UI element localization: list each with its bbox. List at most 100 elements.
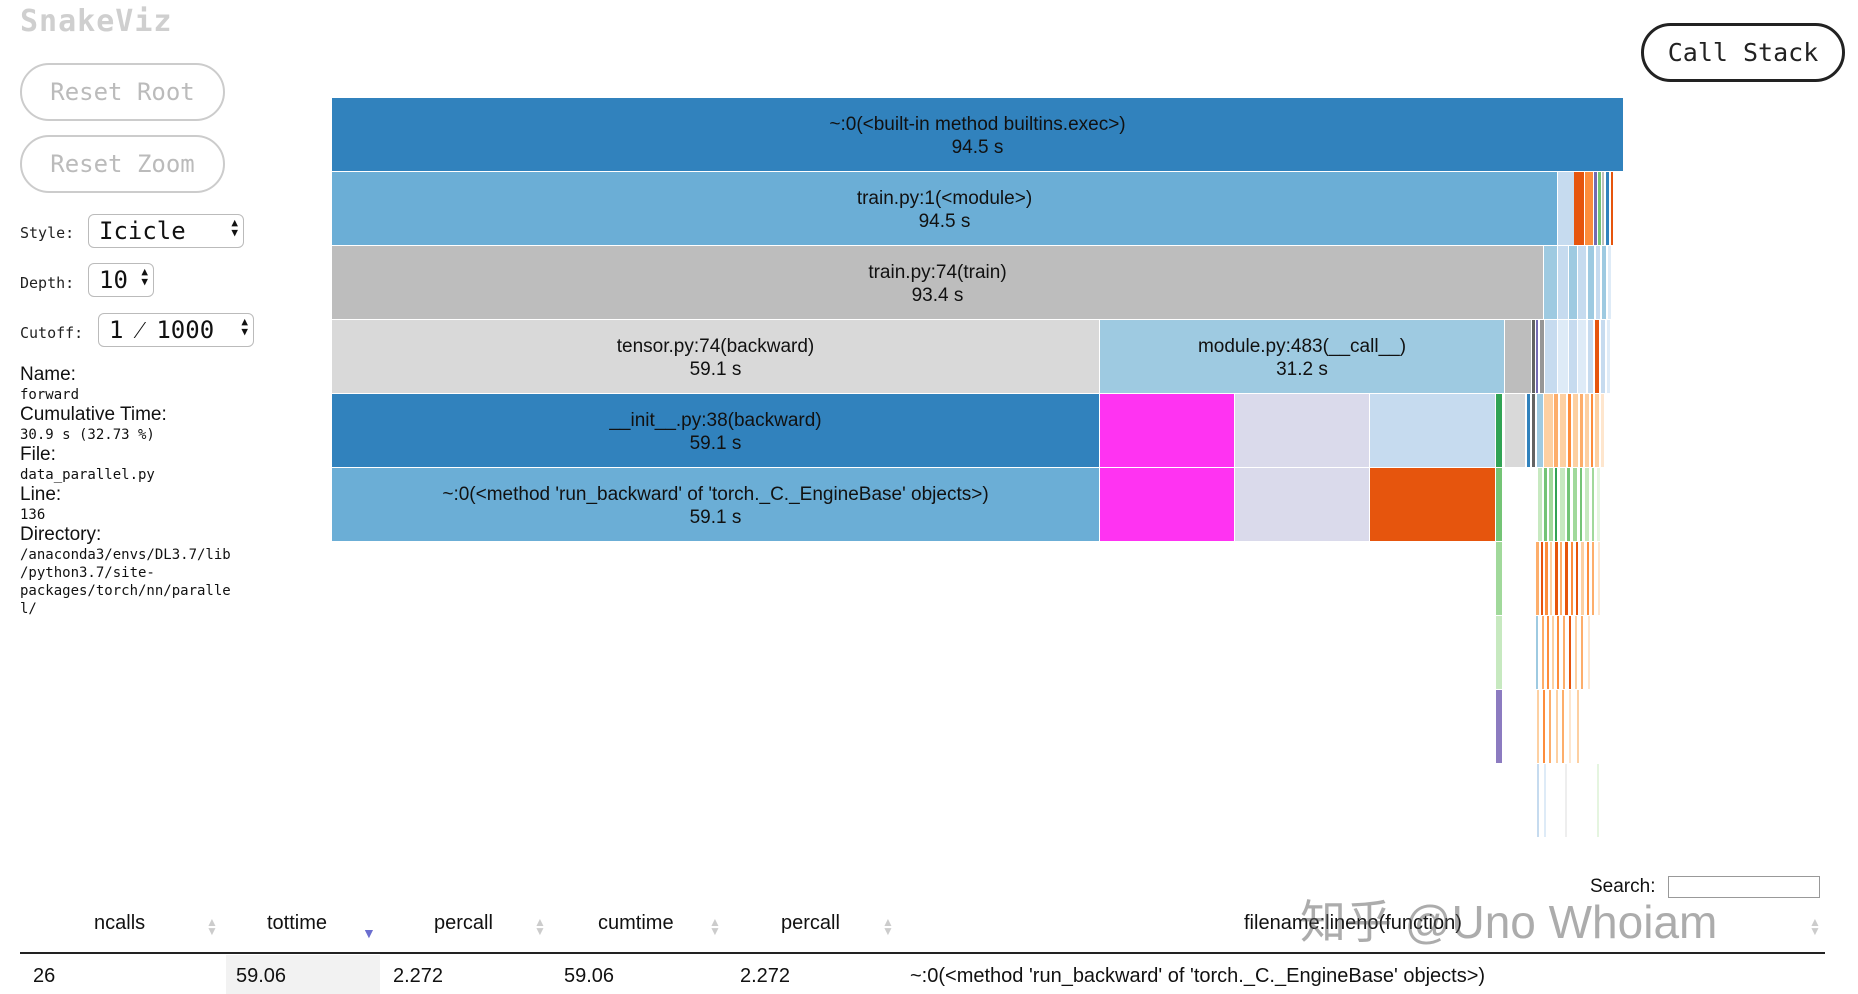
icicle-sliver[interactable]	[1569, 246, 1577, 319]
icicle-block-tensor-backward[interactable]: tensor.py:74(backward) 59.1 s	[332, 320, 1100, 394]
reset-zoom-button[interactable]: Reset Zoom	[20, 135, 225, 193]
icicle-sliver[interactable]	[1505, 394, 1525, 467]
icicle-sliver[interactable]	[1496, 394, 1502, 467]
column-header-tottime[interactable]: tottime	[267, 912, 328, 934]
icicle-sliver[interactable]	[1597, 468, 1600, 541]
icicle-sliver[interactable]	[1555, 468, 1557, 541]
icicle-sliver[interactable]	[1558, 172, 1574, 245]
column-header-percall[interactable]: percall	[781, 912, 840, 934]
icicle-sliver[interactable]	[1554, 394, 1558, 467]
icicle-sliver[interactable]	[1602, 246, 1606, 319]
icicle-sliver[interactable]	[1596, 246, 1600, 319]
icicle-sliver[interactable]	[1532, 394, 1535, 467]
icicle-sliver[interactable]	[1560, 468, 1565, 541]
icicle-sliver[interactable]	[1611, 172, 1613, 245]
icicle-sliver[interactable]	[1601, 320, 1605, 393]
icicle-sliver[interactable]	[1545, 542, 1548, 615]
style-select[interactable]: Icicle ▲ ▼	[88, 214, 244, 248]
icicle-sliver[interactable]	[1581, 616, 1583, 689]
icicle-sliver[interactable]	[1544, 394, 1553, 467]
icicle-sliver[interactable]	[1578, 320, 1586, 393]
icicle-sliver[interactable]	[1505, 320, 1531, 393]
icicle-block-builtins-exec[interactable]: ~:0(<built-in method builtins.exec>) 94.5…	[332, 98, 1624, 172]
sort-arrows-icon[interactable]: ▲ ▼	[882, 915, 894, 938]
cutoff-select[interactable]: 1 ⁄ 1000 ▲ ▼	[98, 313, 254, 347]
icicle-sliver[interactable]	[1549, 690, 1551, 763]
icicle-sliver[interactable]	[1235, 394, 1369, 467]
icicle-sliver[interactable]	[1545, 320, 1557, 393]
icicle-sliver[interactable]	[1557, 616, 1559, 689]
column-header-filename[interactable]: filename:lineno(function)	[1244, 912, 1462, 934]
icicle-sliver[interactable]	[1588, 320, 1593, 393]
icicle-sliver[interactable]	[1571, 542, 1573, 615]
call-stack-button[interactable]: Call Stack	[1641, 23, 1845, 82]
icicle-sliver[interactable]	[1496, 542, 1502, 615]
icicle-sliver[interactable]	[1537, 690, 1539, 763]
icicle-sliver[interactable]	[1537, 764, 1539, 837]
icicle-sliver[interactable]	[1585, 172, 1593, 245]
icicle-block-init-backward[interactable]: __init__.py:38(backward) 59.1 s	[332, 394, 1100, 468]
icicle-block-train-module[interactable]: train.py:1(<module>) 94.5 s	[332, 172, 1558, 246]
icicle-sliver[interactable]	[1543, 690, 1545, 763]
icicle-sliver[interactable]	[1544, 764, 1546, 837]
icicle-sliver[interactable]	[1595, 394, 1599, 467]
icicle-sliver[interactable]	[1602, 172, 1604, 245]
icicle-sliver[interactable]	[1569, 320, 1577, 393]
icicle-sliver[interactable]	[1573, 394, 1578, 467]
icicle-sliver[interactable]	[1595, 320, 1599, 393]
icicle-block-train[interactable]: train.py:74(train) 93.4 s	[332, 246, 1544, 320]
icicle-sliver[interactable]	[1370, 394, 1495, 467]
icicle-sliver[interactable]	[1549, 468, 1553, 541]
icicle-sliver[interactable]	[1536, 616, 1538, 689]
icicle-sliver[interactable]	[1552, 616, 1554, 689]
icicle-sliver[interactable]	[1544, 468, 1547, 541]
icicle-sliver[interactable]	[1592, 542, 1594, 615]
icicle-sliver[interactable]	[1537, 394, 1543, 467]
icicle-sliver[interactable]	[1585, 468, 1589, 541]
icicle-sliver[interactable]	[1573, 468, 1577, 541]
icicle-sliver[interactable]	[1575, 616, 1577, 689]
icicle-sliver[interactable]	[1544, 246, 1557, 319]
icicle-sliver[interactable]	[1550, 542, 1552, 615]
icicle-sliver[interactable]	[1496, 690, 1502, 763]
icicle-sliver[interactable]	[1542, 616, 1544, 689]
icicle-sliver[interactable]	[1580, 468, 1582, 541]
icicle-block-run-backward[interactable]: ~:0(<method 'run_backward' of 'torch._C.…	[332, 468, 1100, 542]
icicle-sliver[interactable]	[1547, 616, 1549, 689]
icicle-sliver[interactable]	[1576, 542, 1578, 615]
icicle-sliver[interactable]	[1540, 320, 1544, 393]
icicle-sliver[interactable]	[1588, 246, 1594, 319]
sort-arrows-icon[interactable]: ▲ ▼	[1809, 915, 1821, 938]
icicle-sliver[interactable]	[1608, 246, 1611, 319]
icicle-sliver[interactable]	[1588, 616, 1590, 689]
sort-arrows-icon[interactable]: ▲ ▼	[534, 915, 546, 938]
icicle-sliver[interactable]	[1598, 542, 1600, 615]
icicle-sliver[interactable]	[1527, 394, 1530, 467]
icicle-sliver[interactable]	[1558, 320, 1568, 393]
icicle-sliver[interactable]	[1565, 764, 1567, 837]
icicle-sliver[interactable]	[1601, 394, 1604, 467]
icicle-sliver[interactable]	[1587, 542, 1589, 615]
icicle-sliver[interactable]	[1370, 468, 1495, 541]
icicle-sliver[interactable]	[1580, 394, 1583, 467]
icicle-sliver[interactable]	[1592, 468, 1594, 541]
icicle-sliver[interactable]	[1563, 616, 1565, 689]
icicle-sliver[interactable]	[1565, 542, 1568, 615]
icicle-sliver[interactable]	[1574, 172, 1584, 245]
icicle-sliver[interactable]	[1536, 320, 1538, 393]
search-input[interactable]	[1668, 876, 1820, 898]
icicle-sliver[interactable]	[1598, 172, 1601, 245]
icicle-sliver[interactable]	[1100, 468, 1234, 541]
icicle-sliver[interactable]	[1100, 394, 1234, 467]
icicle-sliver[interactable]	[1591, 394, 1593, 467]
column-header-cumtime[interactable]: cumtime	[598, 912, 674, 934]
icicle-sliver[interactable]	[1578, 246, 1586, 319]
icicle-sliver[interactable]	[1541, 542, 1543, 615]
icicle-sliver[interactable]	[1585, 394, 1589, 467]
icicle-sliver[interactable]	[1569, 690, 1571, 763]
icicle-sliver[interactable]	[1558, 246, 1568, 319]
icicle-sliver[interactable]	[1496, 468, 1502, 541]
sort-arrows-icon[interactable]: ▲ ▼	[206, 915, 218, 938]
icicle-sliver[interactable]	[1607, 320, 1610, 393]
icicle-sliver[interactable]	[1597, 764, 1599, 837]
